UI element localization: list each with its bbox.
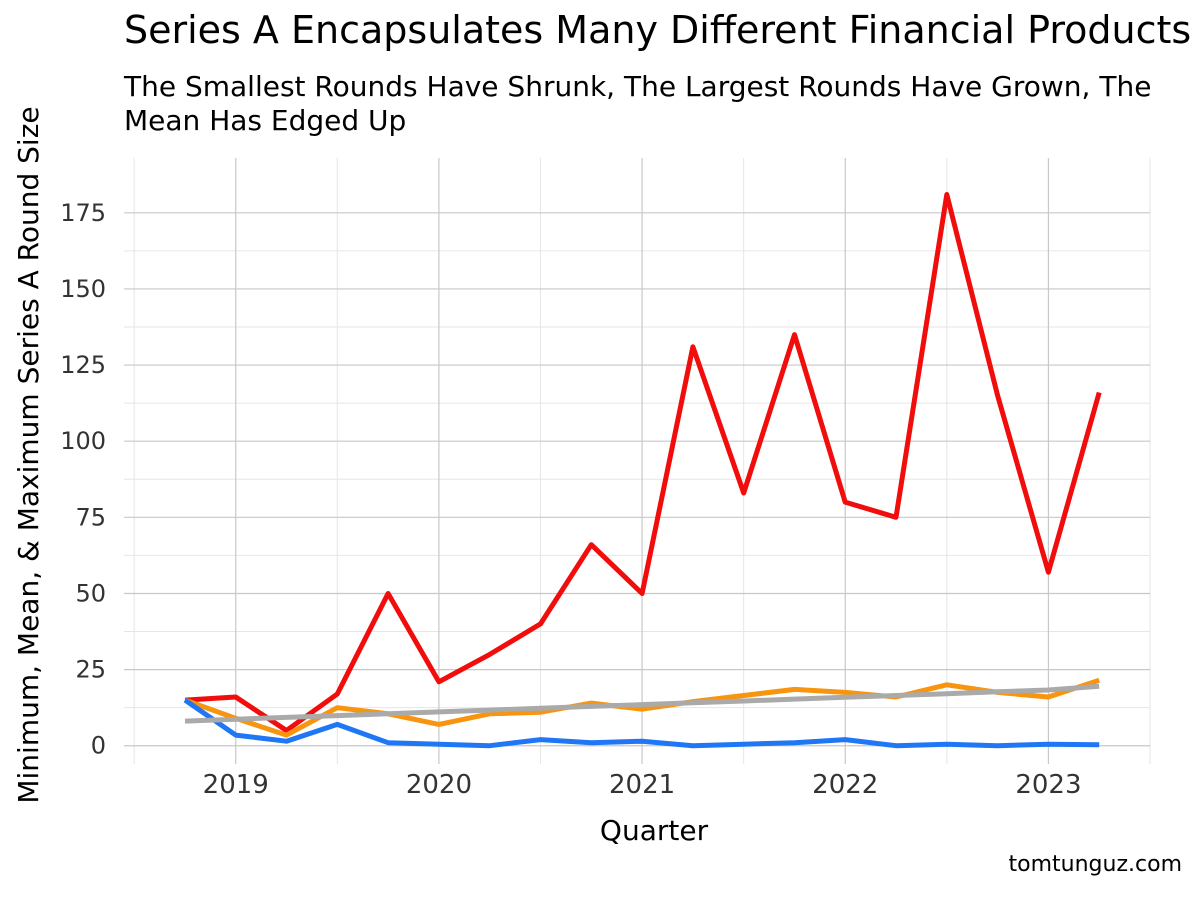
x-tick-label: 2019 — [203, 770, 269, 800]
y-tick-label: 25 — [75, 656, 106, 684]
y-axis-title: Minimum, Mean, & Maximum Series A Round … — [12, 106, 45, 803]
y-axis-ticks: 0 25 50 75 100 125 150 175 — [60, 199, 106, 760]
series-lines — [183, 192, 1102, 749]
x-tick-label: 2021 — [609, 770, 675, 800]
x-tick-label: 2022 — [812, 770, 878, 800]
minor-gridlines — [124, 158, 1151, 764]
series-line-minimum — [183, 698, 1100, 749]
source-credit: tomtunguz.com — [1008, 852, 1182, 877]
chart-subtitle: The Smallest Rounds Have Shrunk, The Lar… — [124, 70, 1152, 137]
series-line-mean-trend — [184, 683, 1100, 724]
series-line-maximum — [184, 192, 1102, 733]
x-axis-title: Quarter — [600, 814, 709, 847]
y-tick-label: 75 — [75, 503, 106, 531]
y-tick-label: 150 — [60, 275, 106, 303]
y-tick-label: 50 — [75, 579, 106, 607]
series-line-mean — [184, 677, 1100, 738]
chart-title: Series A Encapsulates Many Different Fin… — [124, 8, 1192, 52]
y-tick-label: 0 — [91, 732, 106, 760]
x-axis-ticks: 2019 2020 2021 2022 2023 — [203, 770, 1082, 800]
x-tick-label: 2020 — [406, 770, 472, 800]
y-tick-label: 175 — [60, 199, 106, 227]
y-tick-label: 100 — [60, 427, 106, 455]
x-tick-label: 2023 — [1015, 770, 1081, 800]
major-gridlines — [124, 158, 1150, 764]
y-tick-label: 125 — [60, 351, 106, 379]
